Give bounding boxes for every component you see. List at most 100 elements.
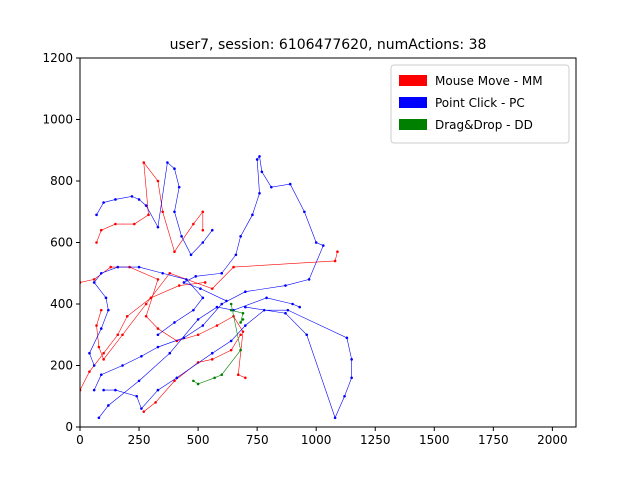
point [104, 296, 108, 300]
point [116, 265, 120, 269]
point [92, 281, 96, 284]
point [210, 287, 214, 290]
point [192, 308, 195, 312]
point [284, 284, 287, 287]
point [220, 271, 224, 275]
point [137, 379, 141, 383]
point [203, 281, 207, 284]
point [196, 361, 200, 364]
point [149, 296, 153, 300]
point [95, 241, 98, 244]
point [303, 210, 306, 214]
point [156, 278, 160, 281]
point [201, 228, 205, 232]
legend-label: Point Click - PC [435, 96, 525, 110]
point [121, 364, 124, 367]
plot-area [80, 155, 353, 420]
point [350, 358, 353, 361]
point [255, 158, 259, 161]
point [161, 271, 164, 275]
point [88, 351, 91, 355]
point [305, 333, 309, 337]
point [102, 201, 105, 204]
point [168, 271, 172, 275]
point [260, 170, 264, 174]
point [321, 244, 325, 247]
trajectory [80, 266, 246, 379]
point [92, 388, 96, 392]
trajectory [93, 155, 324, 391]
point [99, 327, 103, 330]
x-tick-label: 0 [76, 433, 84, 447]
point [114, 388, 117, 392]
point [262, 308, 266, 312]
point [154, 401, 157, 404]
point [307, 278, 311, 281]
point [173, 167, 176, 170]
point [156, 333, 160, 337]
point [173, 321, 176, 324]
point [239, 321, 242, 324]
trajectory [96, 161, 204, 253]
point [241, 318, 245, 321]
point [173, 379, 176, 383]
point [291, 302, 294, 306]
point [107, 308, 110, 312]
point [92, 364, 96, 367]
x-tick-label: 750 [246, 433, 269, 447]
point [130, 195, 134, 198]
point [99, 228, 103, 232]
point [220, 302, 224, 306]
point [210, 228, 214, 232]
point [345, 336, 349, 340]
point [182, 281, 186, 284]
point [229, 339, 233, 343]
point [175, 376, 179, 380]
point [156, 225, 160, 229]
point [333, 416, 337, 420]
point [225, 299, 228, 303]
point [177, 185, 181, 189]
point [142, 161, 146, 164]
point [239, 333, 242, 337]
point [201, 324, 205, 327]
point [97, 345, 101, 349]
point [201, 296, 205, 300]
point [244, 376, 247, 380]
point [336, 250, 339, 254]
y-tick-label: 0 [65, 420, 73, 434]
point [109, 265, 113, 269]
point [137, 198, 141, 201]
point [114, 222, 117, 226]
point [102, 351, 105, 355]
x-tick-label: 1000 [301, 433, 332, 447]
point [140, 407, 143, 410]
point [121, 333, 124, 337]
legend-swatch [399, 119, 427, 130]
point [144, 315, 148, 318]
point [166, 161, 169, 164]
point [244, 290, 247, 294]
point [194, 275, 198, 278]
point [196, 382, 200, 386]
point [95, 324, 98, 327]
y-tick-label: 1000 [42, 113, 73, 127]
y-tick-label: 800 [50, 174, 73, 188]
x-tick-label: 1500 [419, 433, 450, 447]
point [189, 253, 193, 257]
point [244, 324, 247, 327]
trajectory [231, 309, 244, 323]
legend-label: Drag&Drop - DD [435, 118, 533, 132]
point [184, 278, 188, 281]
point [182, 336, 186, 340]
x-tick-label: 500 [187, 433, 210, 447]
point [314, 241, 318, 244]
point [210, 351, 214, 355]
point [333, 259, 337, 263]
point [265, 296, 268, 300]
point [156, 179, 160, 183]
point [99, 373, 103, 377]
legend: Mouse Move - MM Point Click - PC Drag&Drop… [390, 64, 570, 144]
x-tick-label: 250 [128, 433, 151, 447]
